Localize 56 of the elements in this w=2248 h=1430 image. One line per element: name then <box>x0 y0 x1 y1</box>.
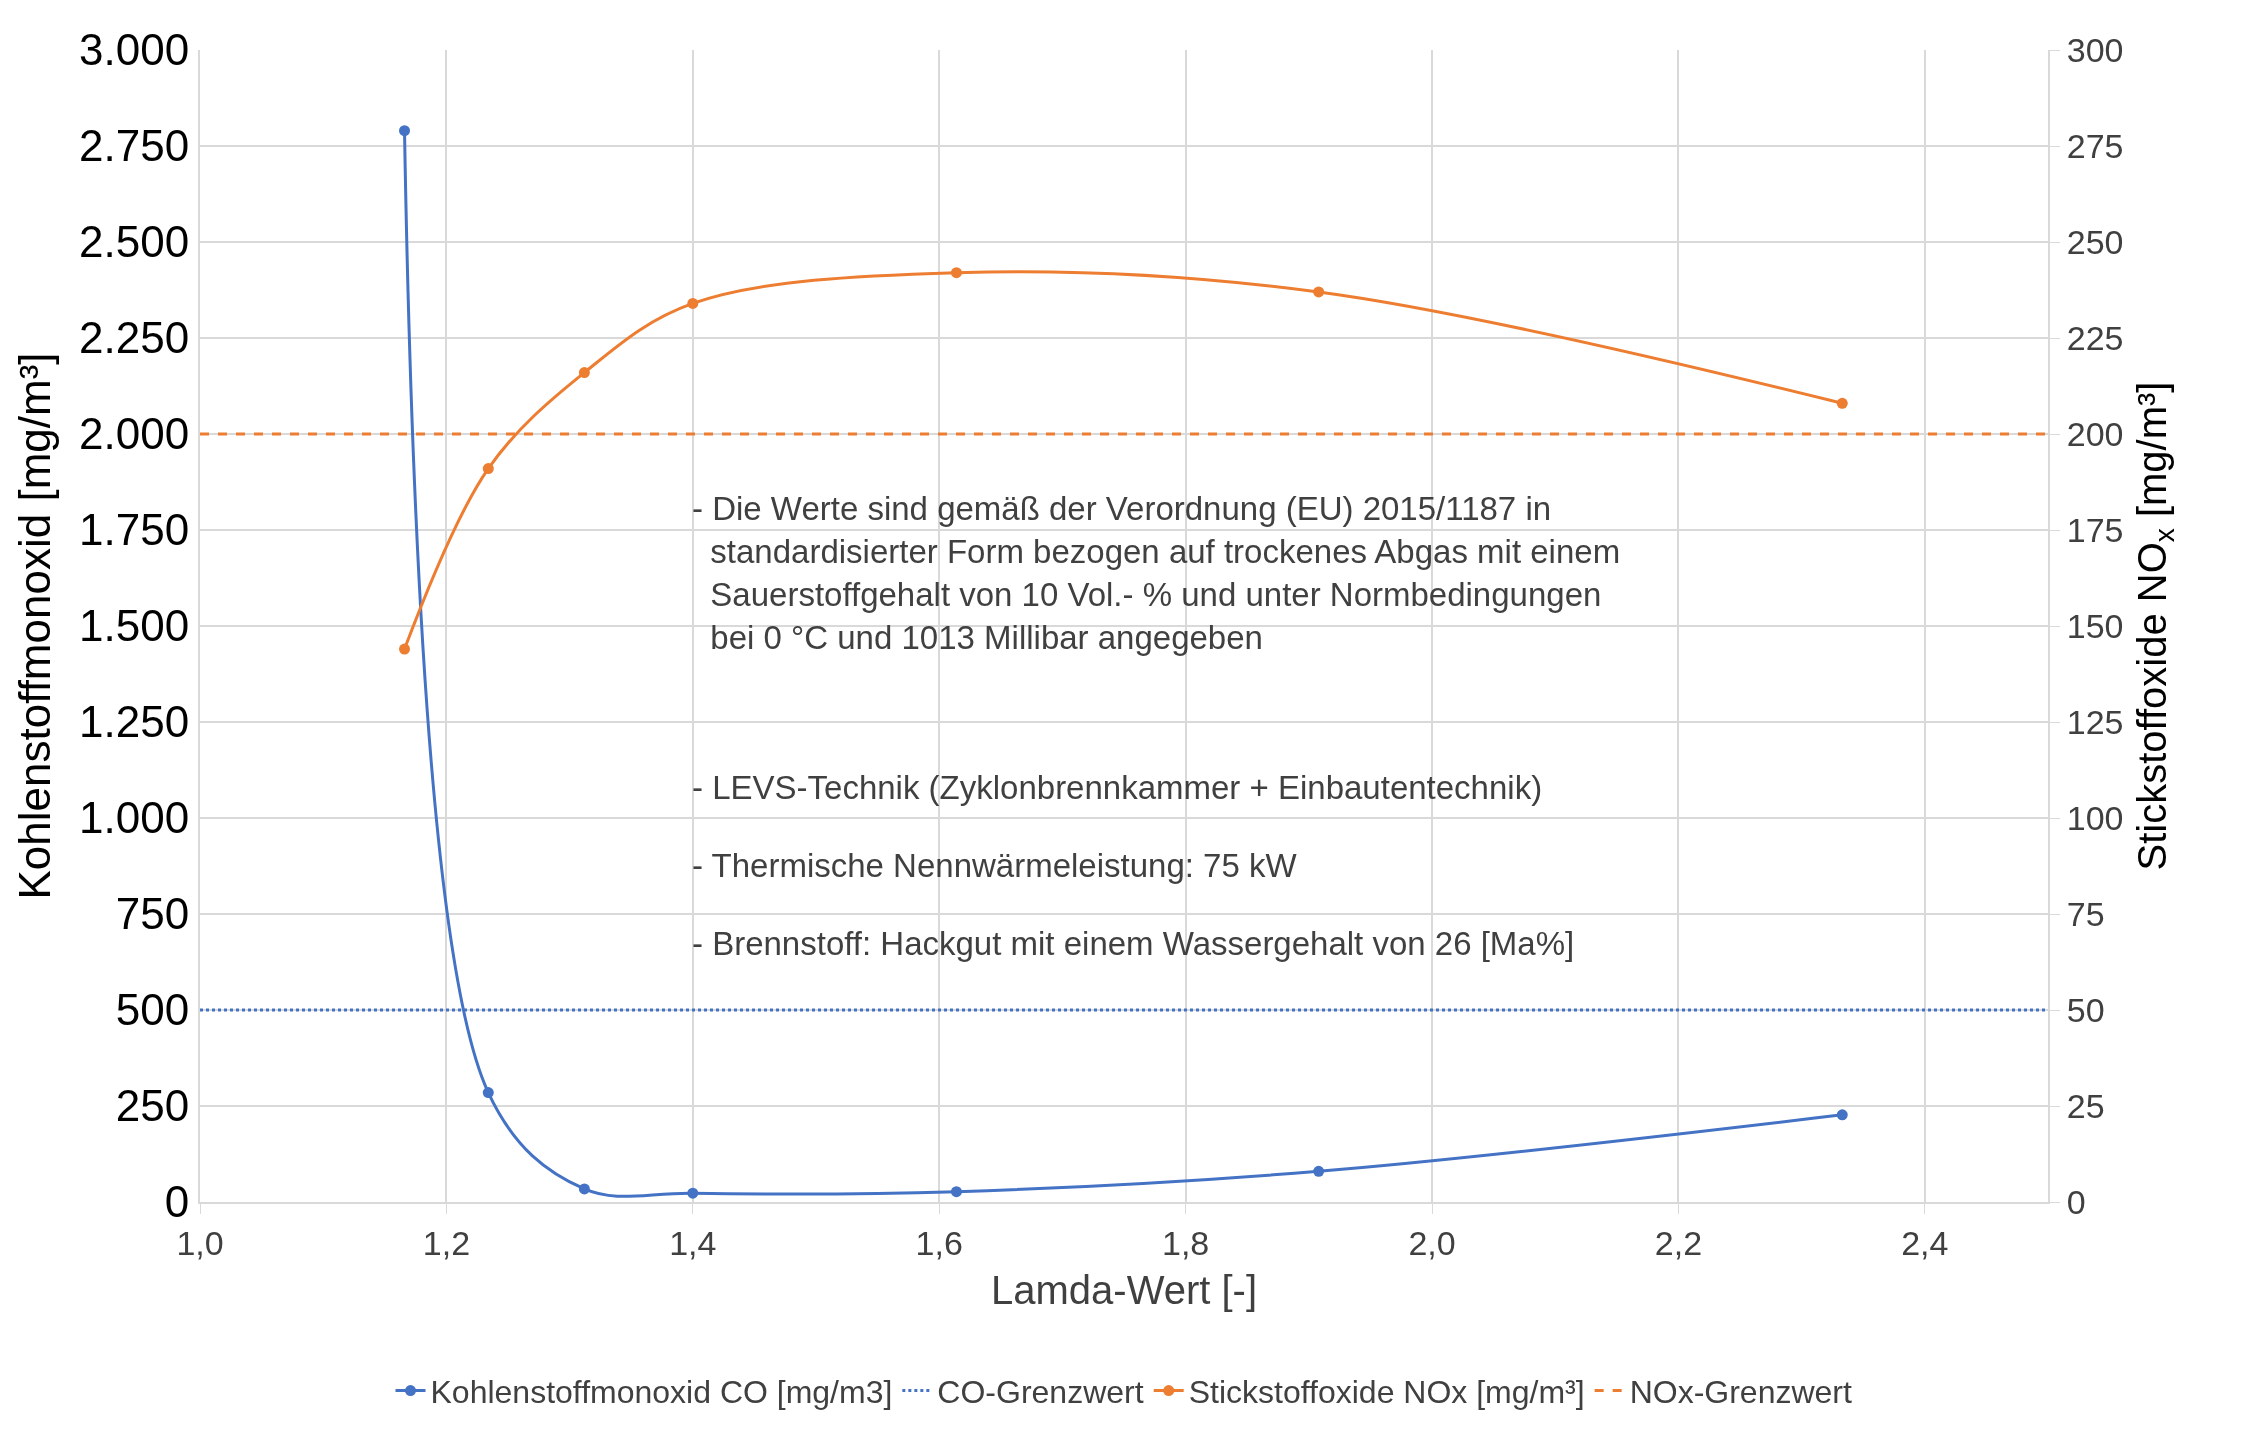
y-tick-label: 500 <box>115 985 190 1035</box>
y-tick-label: 750 <box>115 889 190 939</box>
y2-tick-label: 300 <box>2066 30 2124 69</box>
point <box>399 643 411 655</box>
point <box>950 267 962 279</box>
point <box>482 1087 494 1099</box>
point <box>687 1187 699 1199</box>
legend-label: Stickstoffoxide NOx [mg/m³] <box>1188 1374 1585 1411</box>
y2-tick-label: 200 <box>2066 414 2124 453</box>
y-tick-label: 1.500 <box>79 601 190 651</box>
point <box>399 125 411 137</box>
point <box>687 297 699 309</box>
x-tick-label: 2,4 <box>1901 1223 1949 1262</box>
y2-tick-label: 0 <box>2066 1182 2086 1221</box>
y-tick-label: 1.750 <box>79 505 190 555</box>
x-tick-label: 1,6 <box>915 1223 963 1262</box>
x-axis-title: Lamda-Wert [-] <box>991 1267 1257 1312</box>
point <box>1313 1165 1325 1177</box>
y-tick-label: 3.000 <box>79 25 190 75</box>
x-tick-label: 1,4 <box>669 1223 717 1262</box>
y2-tick-label: 75 <box>2066 894 2105 933</box>
point <box>482 463 494 475</box>
annotation: - Thermische Nennwärmeleistung: 75 kW <box>692 847 1298 884</box>
y-tick-label: 2.000 <box>79 409 190 459</box>
point <box>1836 397 1848 409</box>
point <box>1836 1109 1848 1121</box>
x-tick-label: 2,0 <box>1408 1223 1456 1262</box>
annotation: - Die Werte sind gemäß der Verordnung (EU) 2015/1187 in standardisierter Form bezogen auf trockenes Abgas mit einem Sauerstoffgehalt von 10 Vol.- % und unter Normbedingungen bei 0 °C und 1013 Millibar angegeben <box>692 490 1621 656</box>
y-tick-label: 2.750 <box>79 121 190 171</box>
y2-tick-label: 125 <box>2066 702 2124 741</box>
point <box>950 1186 962 1198</box>
point <box>1313 286 1325 298</box>
legend-label: Kohlenstoffmonoxid CO [mg/m3] <box>430 1374 893 1411</box>
y2-tick-label: 100 <box>2066 798 2124 837</box>
y2-tick-label: 275 <box>2066 126 2124 165</box>
legend-label: NOx-Grenzwert <box>1629 1374 1853 1411</box>
y-tick-label: 2.500 <box>79 217 190 267</box>
x-tick-label: 2,2 <box>1654 1223 1703 1262</box>
point <box>578 367 590 379</box>
x-tick-label: 1,8 <box>1161 1223 1210 1262</box>
y-tick-label: 1.000 <box>79 793 190 843</box>
y-axis-title: Kohlenstoffmonoxid [mg/m³] <box>9 352 59 900</box>
y-tick-label: 1.250 <box>79 697 190 747</box>
y-tick-label: 2.250 <box>79 313 190 363</box>
y2-tick-label: 225 <box>2066 318 2124 357</box>
point <box>578 1183 590 1195</box>
x-tick-label: 1,2 <box>422 1223 471 1262</box>
y2-tick-label: 50 <box>2066 990 2105 1029</box>
annotation: - Brennstoff: Hackgut mit einem Wassergehalt von 26 [Ma%] <box>692 925 1575 962</box>
y-tick-label: 250 <box>115 1081 190 1131</box>
y2-tick-label: 250 <box>2066 222 2124 261</box>
legend-label: CO-Grenzwert <box>937 1374 1144 1411</box>
y2-tick-label: 25 <box>2066 1086 2105 1125</box>
y2-tick-label: 150 <box>2066 606 2124 645</box>
annotation: - LEVS-Technik (Zyklonbrennkammer + Einbautentechnik) <box>692 769 1543 806</box>
y2-tick-label: 175 <box>2066 510 2124 549</box>
